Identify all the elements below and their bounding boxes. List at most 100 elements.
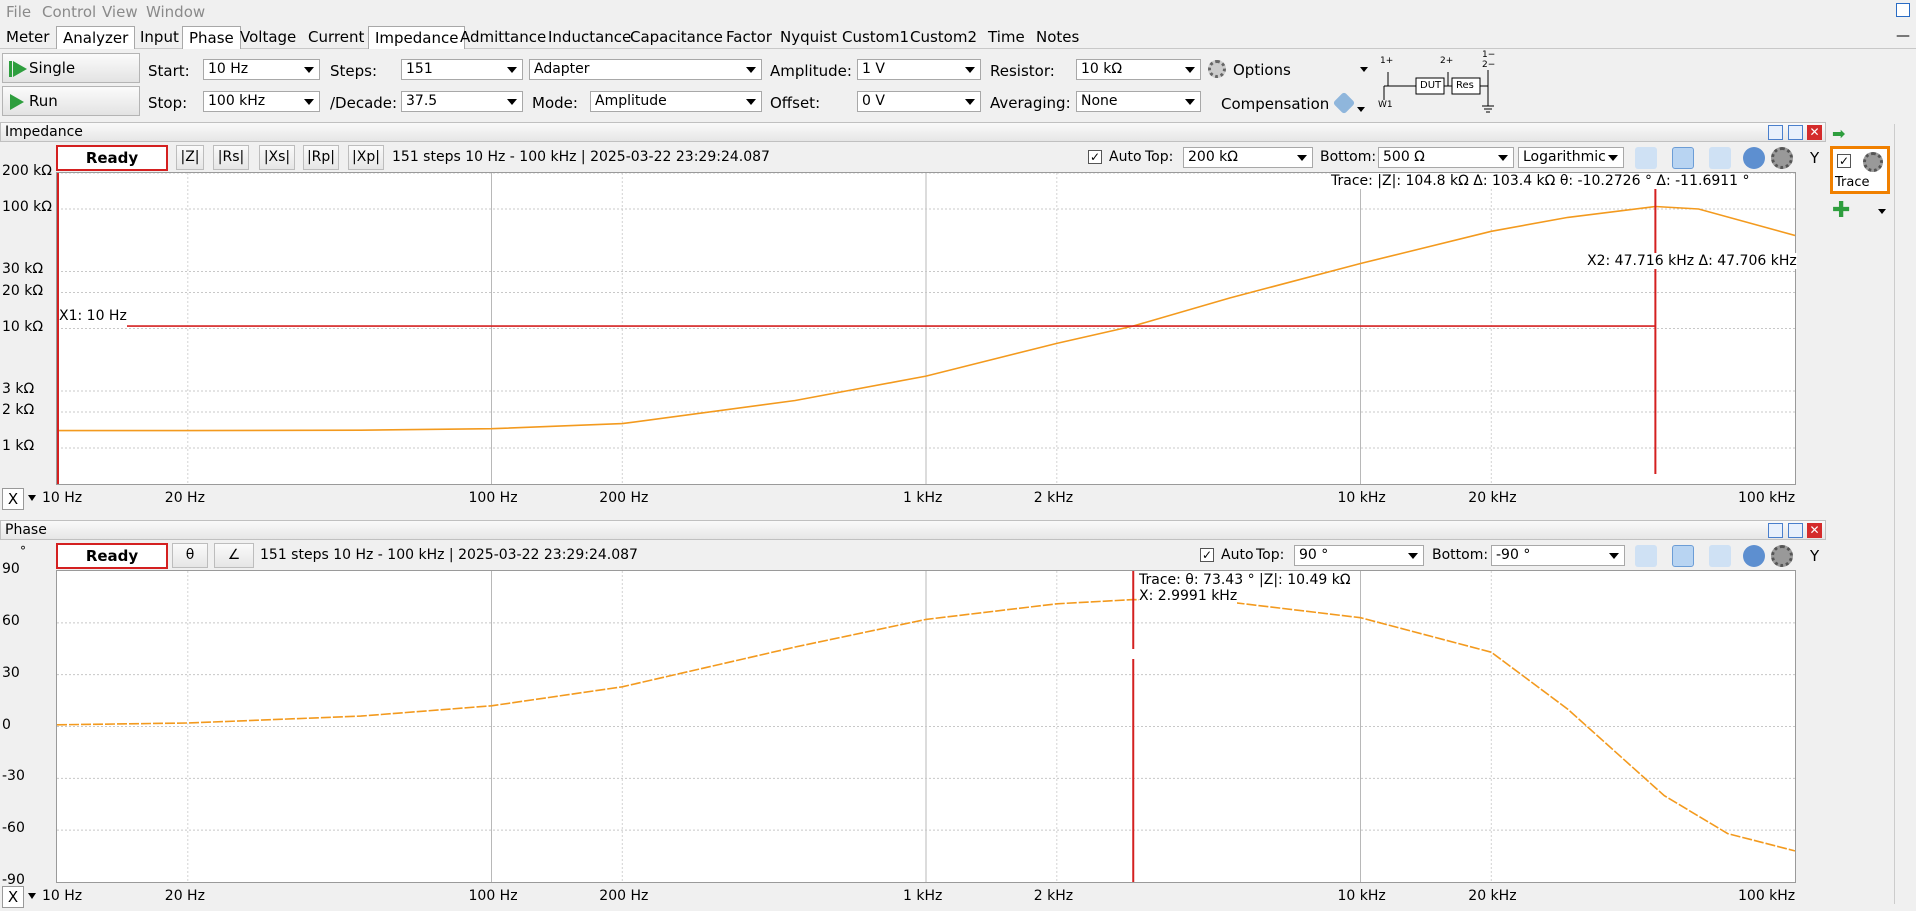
add-trace-button[interactable]: ✚ <box>1830 198 1890 224</box>
single-label: Single <box>29 59 76 77</box>
impedance-y-button[interactable]: Y <box>1810 149 1820 167</box>
tab-custom2[interactable]: Custom2 <box>910 28 978 46</box>
fit-horizontal-icon[interactable] <box>1672 147 1694 169</box>
side-scrollbar[interactable] <box>1894 124 1914 904</box>
window-maximize-icon[interactable] <box>1788 523 1803 538</box>
chevron-down-icon <box>1878 209 1886 214</box>
play-icon <box>10 94 24 110</box>
amplitude-select[interactable]: 1 V <box>857 59 981 80</box>
menu-file[interactable]: File <box>6 3 32 21</box>
impedance-bottom-select[interactable]: 500 Ω <box>1378 147 1514 168</box>
amplitude-label: Amplitude: <box>770 62 852 80</box>
diagram-dut: DUT <box>1420 80 1442 91</box>
adapter-select[interactable]: Adapter <box>529 59 762 80</box>
chevron-down-icon[interactable] <box>28 495 36 501</box>
phase-y-button[interactable]: Y <box>1810 547 1820 565</box>
phase-plot-svg <box>56 571 1796 882</box>
tab-phase[interactable]: Phase <box>182 26 241 49</box>
arrow-right-icon[interactable]: ➡ <box>1832 124 1846 143</box>
run-button[interactable]: Run <box>2 86 140 116</box>
decade-select[interactable]: 37.5 <box>401 91 523 112</box>
rs-button[interactable]: |Rs| <box>213 145 249 170</box>
tab-admittance[interactable]: Admittance <box>460 28 547 46</box>
play-icon <box>13 61 27 77</box>
window-maximize-icon[interactable] <box>1788 125 1803 140</box>
angle-button[interactable]: ∠ <box>214 543 254 568</box>
tab-voltage[interactable]: Voltage <box>240 28 297 46</box>
x-axis-button[interactable]: X <box>2 886 24 908</box>
window-tile-icon[interactable] <box>1768 523 1783 538</box>
phase-trace-readout: Trace: θ: 73.43 ° |Z|: 10.49 kΩ <box>1139 572 1351 588</box>
xp-button[interactable]: |Xp| <box>348 145 384 170</box>
phase-bottom-select[interactable]: -90 ° <box>1491 545 1625 566</box>
tab-analyzer[interactable]: Analyzer <box>56 26 136 49</box>
circuit-diagram: 1+ 2+ 1− 2− DUT Res W1 <box>1378 50 1496 116</box>
collapse-icon[interactable]: — <box>1896 28 1910 44</box>
tab-inductance[interactable]: Inductance <box>548 28 632 46</box>
tab-factor[interactable]: Factor <box>726 28 772 46</box>
tab-time[interactable]: Time <box>988 28 1025 46</box>
steps-select[interactable]: 151 <box>401 59 523 80</box>
options-button[interactable]: Options <box>1208 58 1368 82</box>
impedance-top-select[interactable]: 200 kΩ <box>1183 147 1313 168</box>
gear-icon[interactable] <box>1863 152 1883 172</box>
resistor-select[interactable]: 10 kΩ <box>1076 59 1201 80</box>
x-axis-button[interactable]: X <box>2 488 24 510</box>
impedance-plot[interactable]: Trace: |Z|: 104.8 kΩ Δ: 103.4 kΩ θ: -10.… <box>56 172 1797 485</box>
phase-auto-label: Auto <box>1221 547 1254 563</box>
tab-impedance[interactable]: Impedance <box>368 26 466 49</box>
options-label: Options <box>1233 61 1291 79</box>
tab-input[interactable]: Input <box>140 28 179 46</box>
impedance-trace-line <box>57 205 1796 432</box>
single-button[interactable]: Single <box>2 53 140 83</box>
chevron-down-icon[interactable] <box>28 893 36 899</box>
theta-button[interactable]: θ <box>172 543 208 568</box>
impedance-scale-select[interactable]: Logarithmic <box>1518 147 1624 168</box>
menu-window[interactable]: Window <box>146 3 206 21</box>
mode-select[interactable]: Amplitude <box>590 91 762 112</box>
close-icon[interactable]: ✕ <box>1807 523 1822 538</box>
phase-bottom-label: Bottom: <box>1432 547 1489 563</box>
menu-control[interactable]: Control <box>42 3 97 21</box>
fit-horizontal-icon[interactable] <box>1672 545 1694 567</box>
gear-icon[interactable] <box>1771 147 1793 169</box>
diagram-m1: 1− <box>1482 50 1496 60</box>
circuit-diagram-svg <box>1383 70 1494 113</box>
xs-button[interactable]: |Xs| <box>259 145 295 170</box>
impedance-bottom-label: Bottom: <box>1320 149 1377 165</box>
phase-top-label: Top: <box>1256 547 1285 563</box>
compensation-label: Compensation <box>1221 95 1330 113</box>
offset-select[interactable]: 0 V <box>857 91 981 112</box>
close-icon[interactable]: ✕ <box>1807 125 1822 140</box>
tab-custom1[interactable]: Custom1 <box>842 28 910 46</box>
cursor-tool-icon[interactable] <box>1635 545 1657 567</box>
gear-icon[interactable] <box>1771 545 1793 567</box>
tab-capacitance[interactable]: Capacitance <box>630 28 723 46</box>
fit-vertical-icon[interactable] <box>1709 147 1731 169</box>
x-tick-label: 20 kHz <box>1468 888 1517 904</box>
stop-select[interactable]: 100 kHz <box>203 91 320 112</box>
zoom-icon[interactable] <box>1743 147 1765 169</box>
z-button[interactable]: |Z| <box>176 145 204 170</box>
restore-icon[interactable] <box>1896 3 1910 17</box>
phase-top-select[interactable]: 90 ° <box>1294 545 1424 566</box>
phase-plot[interactable]: Trace: θ: 73.43 ° |Z|: 10.49 kΩ X: 2.999… <box>56 570 1796 883</box>
phase-auto-checkbox[interactable]: ✓ <box>1200 548 1214 562</box>
tab-current[interactable]: Current <box>308 28 365 46</box>
tab-meter[interactable]: Meter <box>6 28 50 46</box>
averaging-select[interactable]: None <box>1076 91 1201 112</box>
trace-item[interactable]: ✓ Trace <box>1830 146 1890 194</box>
trace-checkbox[interactable]: ✓ <box>1837 154 1851 168</box>
rp-button[interactable]: |Rp| <box>303 145 339 170</box>
tab-notes[interactable]: Notes <box>1036 28 1080 46</box>
cursor-tool-icon[interactable] <box>1635 147 1657 169</box>
menu-view[interactable]: View <box>102 3 138 21</box>
window-tile-icon[interactable] <box>1768 125 1783 140</box>
impedance-auto-checkbox[interactable]: ✓ <box>1088 150 1102 164</box>
fit-vertical-icon[interactable] <box>1709 545 1731 567</box>
tab-nyquist[interactable]: Nyquist <box>780 28 837 46</box>
start-select[interactable]: 10 Hz <box>203 59 320 80</box>
zoom-icon[interactable] <box>1743 545 1765 567</box>
phase-y-tick: 0 <box>2 716 11 733</box>
compensation-tool-button[interactable] <box>1332 91 1365 118</box>
